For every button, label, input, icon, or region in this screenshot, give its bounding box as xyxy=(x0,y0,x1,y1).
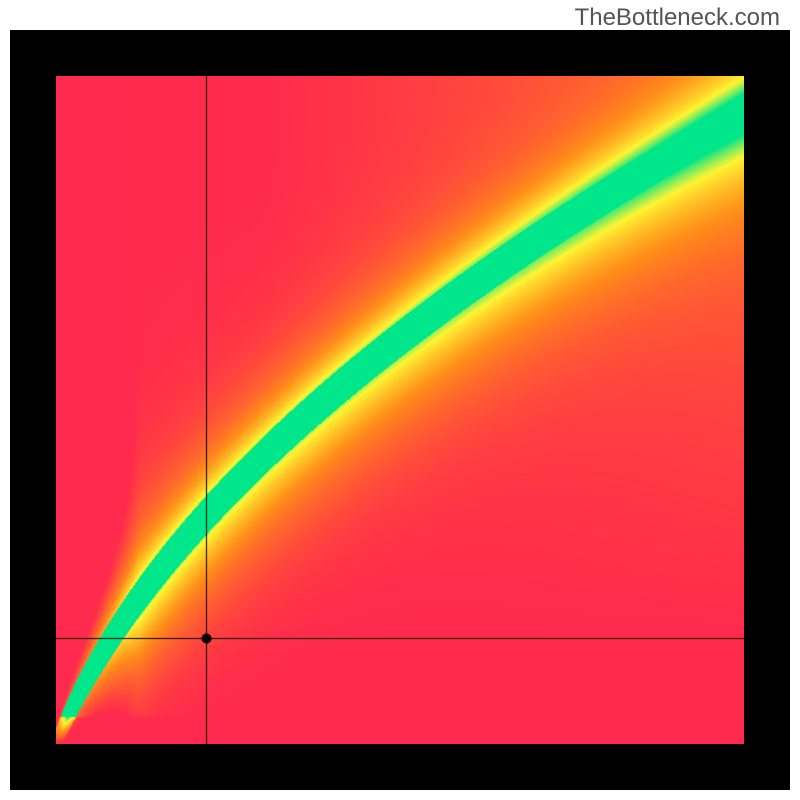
watermark-text: TheBottleneck.com xyxy=(575,4,780,32)
heatmap-canvas xyxy=(56,76,744,744)
chart-container: TheBottleneck.com xyxy=(0,0,800,800)
plot-frame xyxy=(10,30,790,790)
